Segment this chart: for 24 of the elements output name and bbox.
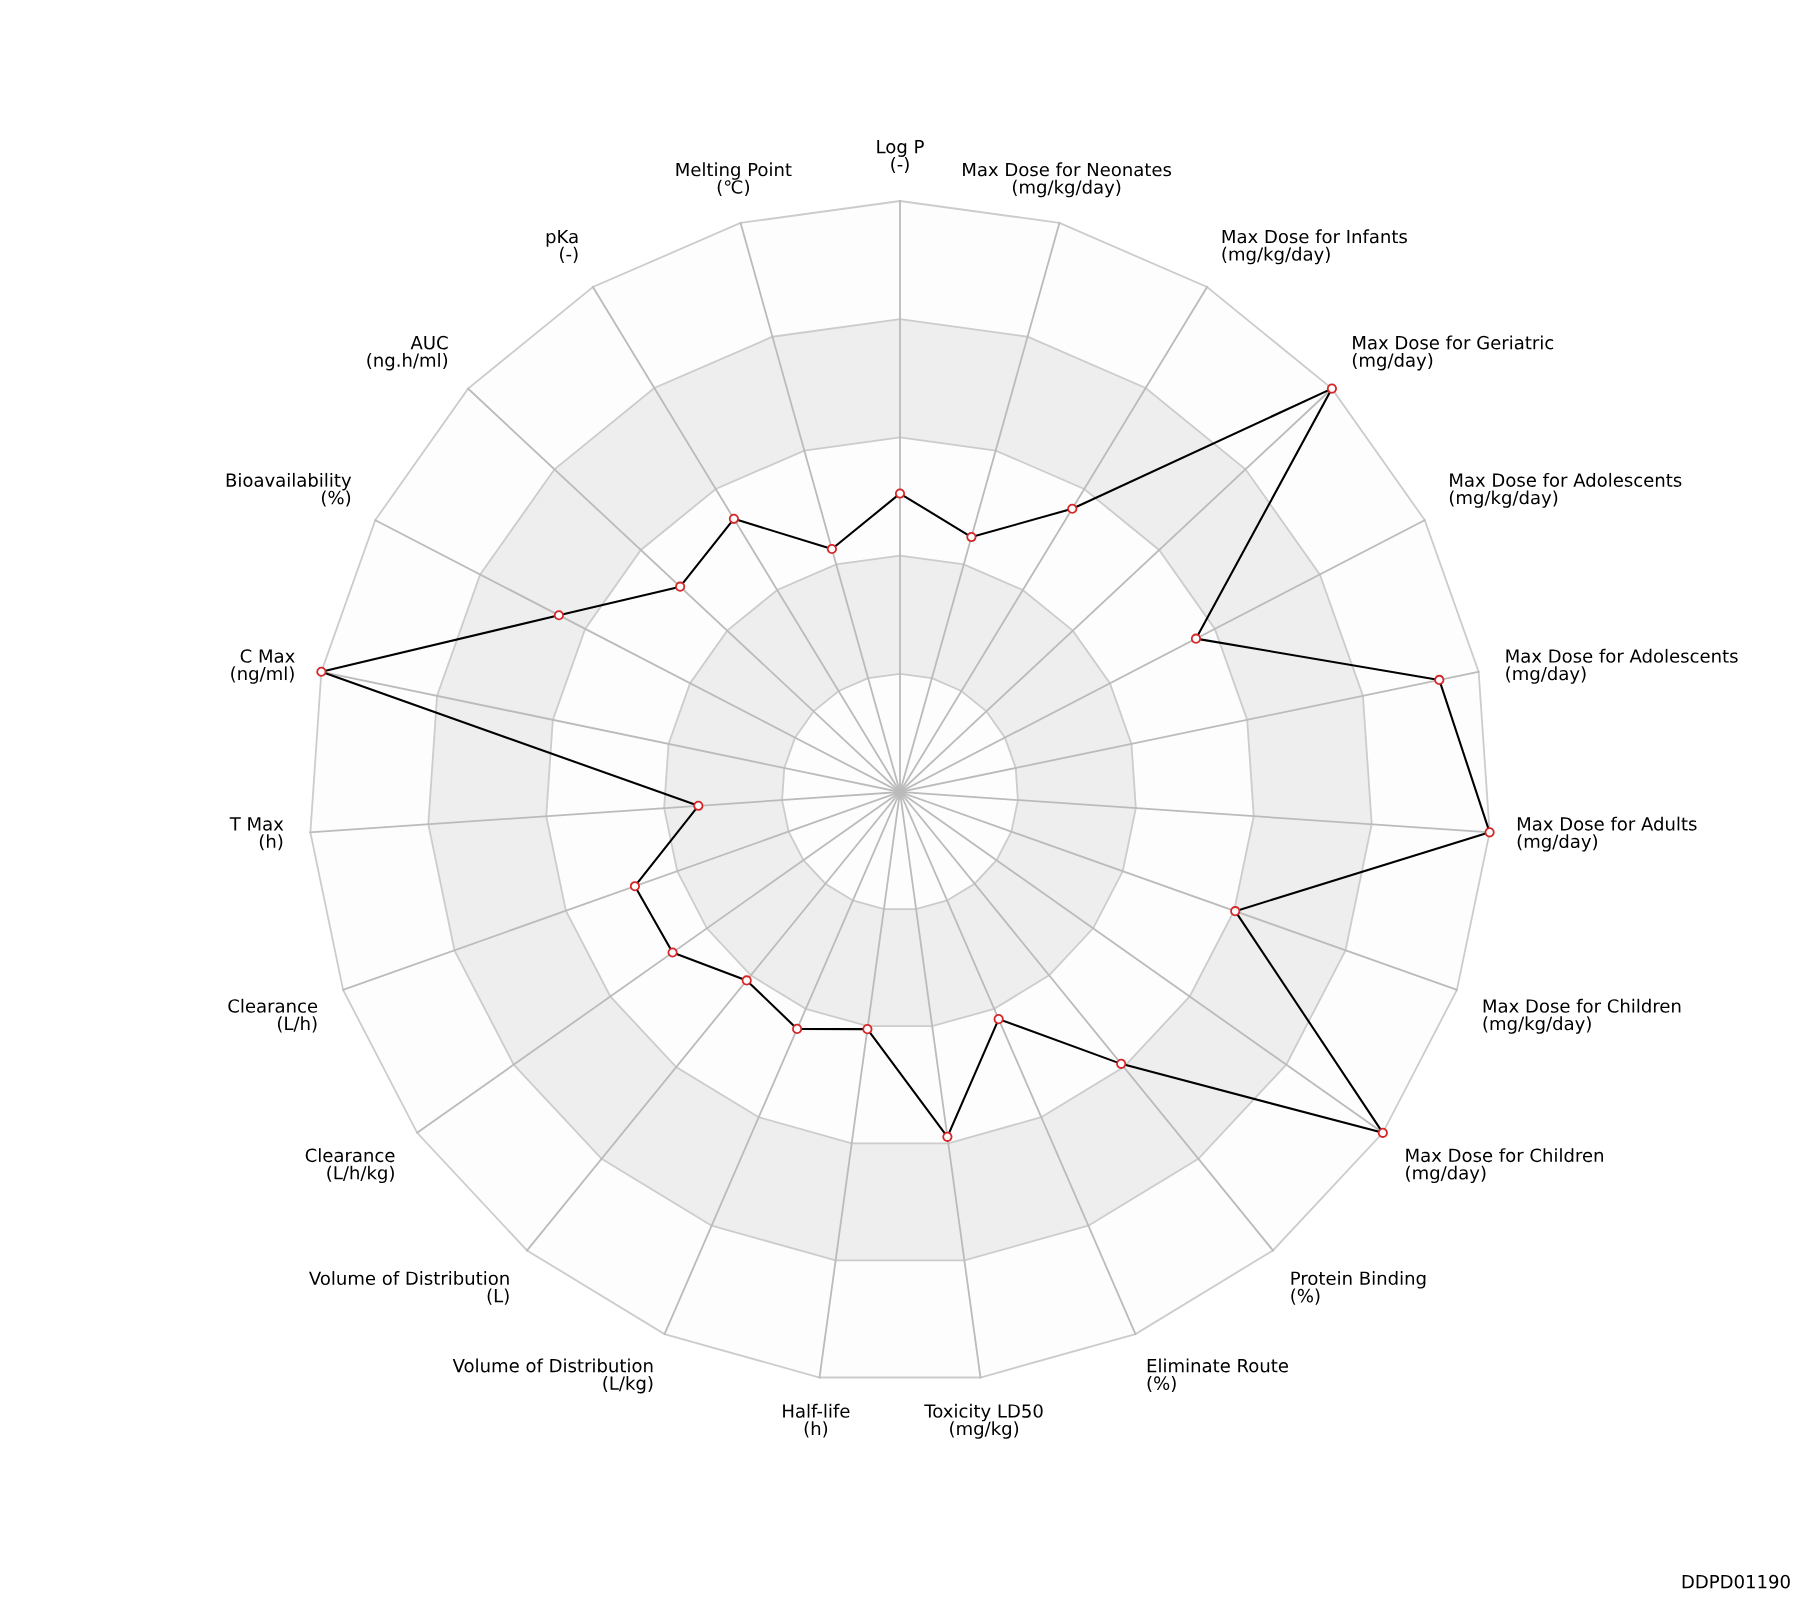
spoke-label: Protein Binding (%) xyxy=(1291,1271,1426,1305)
spoke-label: Max Dose for Infants (mg/kg/day) xyxy=(1222,229,1407,265)
spoke-label: Clearance (L/h/kg) xyxy=(305,1148,395,1184)
spoke-label: Toxicity LD50 (mg/kg) xyxy=(924,1403,1043,1439)
spoke-label: Max Dose for Children (mg/kg/day) xyxy=(1483,998,1681,1034)
spoke-label: Half-life (h) xyxy=(783,1403,850,1438)
spoke-label: C Max (ng/ml) xyxy=(231,649,295,684)
spoke-label: pKa (-) xyxy=(546,229,578,263)
spoke-label: Clearance (L/h) xyxy=(228,998,318,1033)
spoke-label: AUC (ng.h/ml) xyxy=(367,335,448,371)
spoke-label: Max Dose for Neonates (mg/kg/day) xyxy=(963,162,1172,198)
spoke-label: Volume of Distribution (L) xyxy=(309,1271,509,1305)
spoke-label: Max Dose for Adolescents (mg/kg/day) xyxy=(1449,472,1682,508)
spoke-label: Log P (-) xyxy=(877,140,924,174)
spoke-label: Bioavailability (%) xyxy=(226,472,352,507)
spoke-label: Max Dose for Adolescents (mg/day) xyxy=(1506,648,1738,684)
spoke-label: Melting Point (℃) xyxy=(676,162,792,196)
spoke-label: T Max (h) xyxy=(229,817,284,851)
spoke-label: Max Dose for Geriatric (mg/day) xyxy=(1352,335,1554,371)
spoke-label: Max Dose for Adults (mg/day) xyxy=(1517,816,1697,852)
spoke-label: Max Dose for Children (mg/day) xyxy=(1406,1148,1603,1184)
text: DDPD01190 xyxy=(1682,1574,1790,1589)
spoke-label: Eliminate Route (%) xyxy=(1147,1358,1288,1393)
spoke-label: Volume of Distribution (L/kg) xyxy=(452,1358,653,1394)
